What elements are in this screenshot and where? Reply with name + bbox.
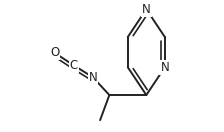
Text: N: N xyxy=(160,61,169,74)
Text: N: N xyxy=(142,3,151,16)
Text: C: C xyxy=(70,59,78,72)
Text: N: N xyxy=(88,71,97,84)
Text: O: O xyxy=(50,46,59,59)
